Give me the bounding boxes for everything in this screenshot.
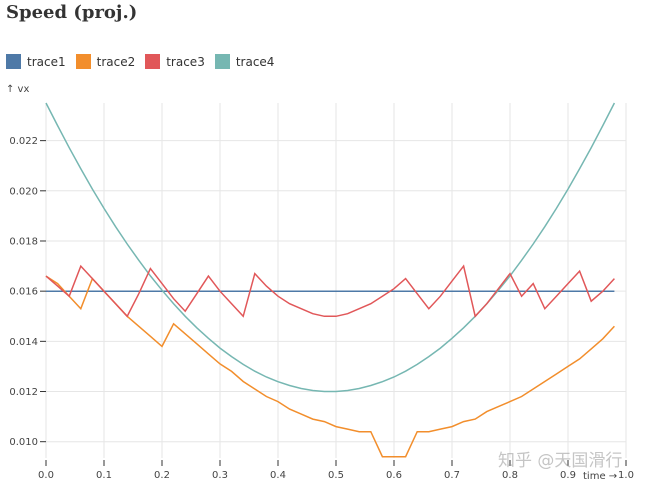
y-tick-label: 0.018 (9, 236, 38, 247)
series-line-trace2 (45, 275, 615, 458)
x-tick-label: 1.0 (618, 470, 634, 481)
legend: trace1 trace2 trace3 trace4 (6, 54, 274, 69)
y-tick-label: 0.010 (9, 437, 38, 448)
y-axis-label: ↑ vx (6, 84, 30, 95)
chart-title: Speed (proj.) (6, 2, 138, 23)
legend-label: trace1 (27, 54, 66, 69)
legend-item-trace1[interactable]: trace1 (6, 54, 66, 69)
x-axis-label: time → (583, 471, 618, 482)
x-tick-label: 0.8 (502, 470, 518, 481)
x-tick-label: 0.2 (154, 470, 170, 481)
y-tick-label: 0.022 (9, 136, 38, 147)
legend-swatch (75, 54, 91, 69)
watermark: 知乎 @天国滑行 (498, 451, 623, 471)
y-tick-label: 0.016 (9, 287, 38, 298)
y-tick-label: 0.012 (9, 387, 38, 398)
x-tick-label: 0.1 (96, 470, 112, 481)
x-tick-label: 0.5 (328, 470, 344, 481)
legend-swatch (6, 54, 21, 69)
legend-item-trace2[interactable]: trace2 (75, 54, 136, 69)
legend-label: trace3 (166, 54, 205, 69)
y-tick-label: 0.020 (9, 186, 38, 197)
series-line-trace4 (45, 102, 616, 393)
x-tick-label: 0.6 (386, 470, 402, 481)
x-tick-label: 0.3 (212, 470, 228, 481)
legend-label: trace4 (235, 54, 275, 69)
x-tick-label: 0.4 (270, 470, 286, 481)
y-tick-label: 0.014 (9, 337, 38, 348)
legend-swatch (145, 54, 161, 69)
legend-swatch (214, 54, 230, 69)
series-line-trace3 (45, 264, 615, 318)
x-tick-label: 0.9 (560, 470, 576, 481)
x-tick-label: 0.7 (444, 470, 460, 481)
legend-item-trace3[interactable]: trace3 (145, 54, 205, 69)
x-tick-label: 0.0 (38, 470, 54, 481)
legend-item-trace4[interactable]: trace4 (214, 54, 275, 69)
legend-label: trace2 (96, 54, 136, 69)
